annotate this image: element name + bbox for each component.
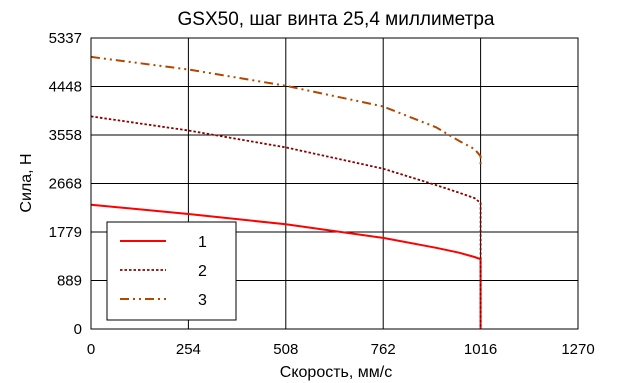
series-lines — [90, 55, 482, 329]
plot-area-frame — [90, 37, 579, 330]
x-axis-label: Скорость, мм/с — [280, 364, 392, 381]
y-tick-label: 0 — [74, 321, 82, 338]
y-tick-label: 3558 — [49, 127, 82, 144]
series-line-3 — [90, 55, 482, 168]
legend: 1 2 3 — [106, 221, 237, 321]
legend-label-1: 1 — [198, 234, 207, 251]
y-tick-label: 2668 — [49, 176, 82, 193]
legend-box — [106, 221, 237, 321]
y-tick-label: 1779 — [49, 224, 82, 241]
legend-label-3: 3 — [198, 292, 207, 309]
y-tick-labels: 0 889 1779 2668 3558 4448 5337 — [49, 30, 82, 338]
x-tick-label: 762 — [371, 341, 396, 358]
x-tick-label: 1270 — [561, 341, 594, 358]
y-tick-label: 4448 — [49, 78, 82, 95]
y-tick-label: 5337 — [49, 30, 82, 47]
x-tick-label: 1016 — [464, 341, 497, 358]
y-axis-label: Сила, Н — [18, 153, 35, 212]
legend-label-2: 2 — [198, 263, 207, 280]
y-tick-label: 889 — [57, 273, 82, 290]
series-line-2 — [90, 115, 482, 329]
x-tick-label: 0 — [87, 341, 95, 358]
series-line-1 — [90, 203, 482, 329]
x-tick-label: 254 — [176, 341, 201, 358]
x-tick-labels: 0 254 508 762 1016 1270 — [87, 341, 595, 358]
x-tick-label: 508 — [273, 341, 298, 358]
chart-title: GSX50, шаг винта 25,4 миллиметра — [178, 9, 495, 30]
